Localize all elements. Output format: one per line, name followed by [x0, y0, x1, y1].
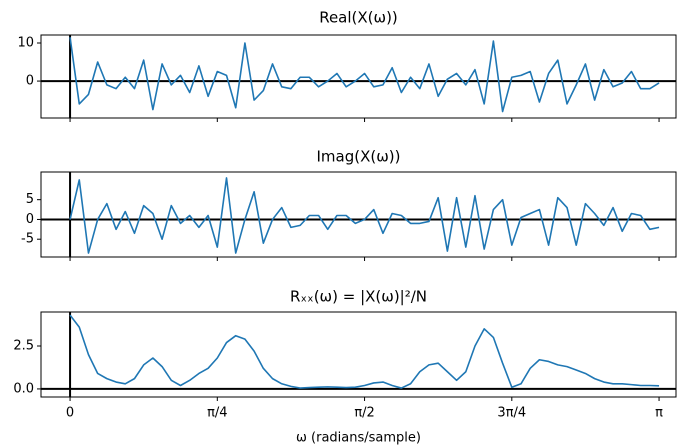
chart-title: Rₓₓ(ω) = |X(ω)|²/N: [290, 288, 427, 306]
x-tick-label: π/4: [207, 406, 227, 421]
x-tick-label: 3π/4: [497, 406, 526, 421]
plot-frame: [40, 171, 677, 258]
x-tick-label: 0: [66, 406, 74, 421]
y-tick-label: 0.0: [13, 381, 34, 396]
y-tick-label: -5: [21, 232, 34, 247]
y-tick-label: 0: [26, 74, 34, 89]
x-axis-label: ω (radians/sample): [296, 431, 421, 446]
y-tick-label: 2.5: [13, 339, 34, 354]
plot-frame: [40, 311, 677, 398]
y-tick-label: 0: [26, 212, 34, 227]
plot-frame: [40, 34, 677, 119]
x-tick-label: π/2: [354, 406, 374, 421]
series-line: [69, 314, 660, 389]
x-tick-label: π: [655, 406, 663, 421]
y-tick-label: 5: [26, 192, 34, 207]
chart-title: Imag(X(ω)): [317, 148, 401, 166]
chart-title: Real(X(ω)): [319, 9, 398, 27]
y-tick-label: 10: [17, 35, 34, 50]
series-line: [69, 177, 660, 254]
series-line: [69, 37, 660, 113]
